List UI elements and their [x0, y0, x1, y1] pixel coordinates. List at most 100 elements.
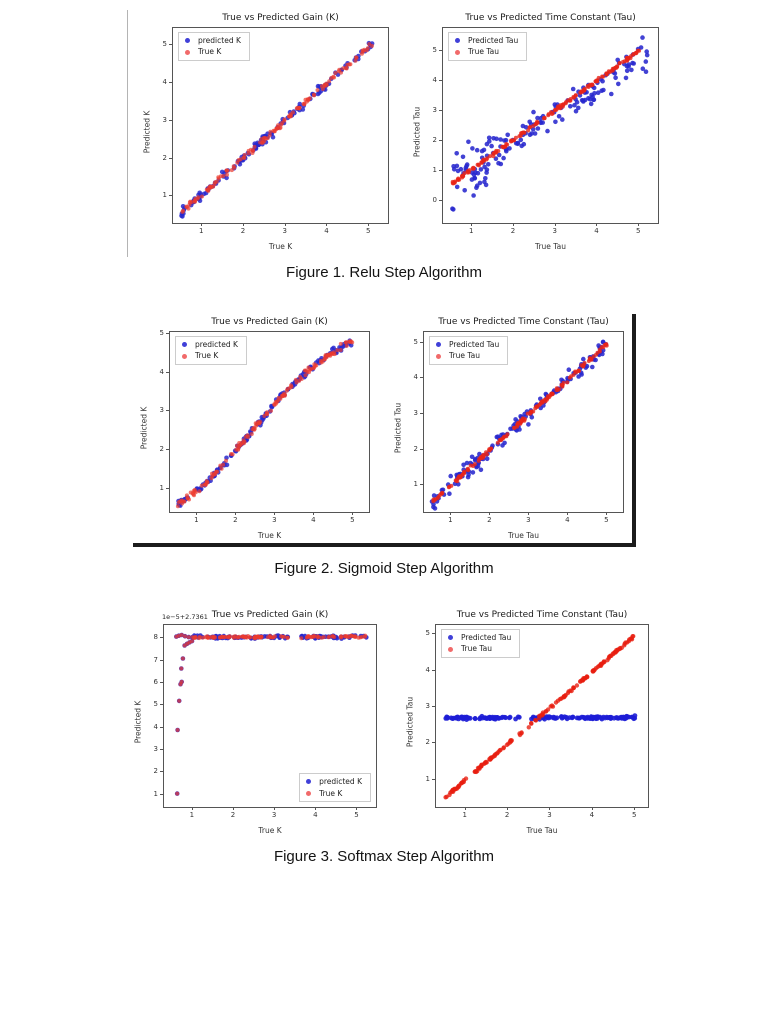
data-point — [644, 49, 649, 54]
tick-mark — [160, 749, 163, 751]
tick-mark — [169, 44, 172, 46]
data-point — [590, 669, 596, 674]
legend-marker-predicted-icon — [306, 779, 312, 785]
data-point — [471, 172, 477, 177]
tick-mark — [432, 669, 435, 671]
data-point — [219, 466, 224, 471]
data-point — [462, 470, 466, 475]
data-point — [181, 208, 186, 213]
tick-label: 5 — [635, 227, 641, 235]
data-point — [291, 110, 295, 115]
data-point — [297, 105, 302, 110]
data-point — [252, 426, 257, 431]
axes-area: Predicted Tau True Tau — [423, 331, 624, 513]
data-point — [553, 119, 558, 125]
tick-label: 1 — [198, 227, 204, 235]
legend-label: True Tau — [461, 644, 493, 654]
data-point — [190, 639, 194, 644]
data-point — [335, 348, 340, 353]
tick-label: 3 — [153, 745, 158, 754]
plot-title: True vs Predicted Gain (K) — [222, 13, 339, 23]
data-point — [570, 86, 576, 92]
data-point — [289, 383, 293, 388]
data-point — [518, 133, 523, 138]
data-point — [465, 467, 470, 472]
data-point — [345, 634, 350, 639]
tick-mark — [166, 449, 169, 451]
data-point — [484, 456, 490, 462]
data-point — [482, 760, 488, 766]
data-point — [498, 137, 503, 142]
data-point — [601, 74, 605, 79]
legend: predicted K True K — [175, 336, 247, 365]
plot-title: True vs Predicted Gain (K) — [211, 317, 328, 327]
tick-label: 6 — [153, 678, 158, 687]
data-point — [302, 368, 307, 373]
data-point — [508, 426, 513, 432]
tick-label: 1 — [153, 789, 158, 798]
data-point — [470, 146, 475, 151]
tick-label: 4 — [313, 811, 318, 819]
tick-mark — [439, 109, 442, 111]
data-point — [551, 715, 557, 721]
data-point — [224, 168, 229, 173]
data-point — [216, 175, 221, 180]
tick-label: 4 — [589, 811, 595, 819]
data-point — [326, 353, 331, 358]
data-point — [640, 66, 646, 71]
data-point — [467, 168, 472, 173]
data-point — [268, 635, 273, 640]
tick-mark — [196, 512, 198, 515]
data-point — [271, 635, 276, 640]
data-point — [219, 169, 225, 175]
data-point — [475, 463, 481, 469]
data-point — [268, 129, 273, 134]
tick-mark — [554, 223, 556, 226]
data-point — [258, 140, 263, 145]
tick-label: 3 — [271, 811, 277, 819]
tick-mark — [169, 81, 172, 83]
legend-marker-true-icon — [185, 49, 190, 55]
sigmoid-tau-plot: True vs Predicted Time Constant (Tau) Pr… — [387, 314, 629, 542]
data-point — [229, 168, 234, 173]
legend-label: True K — [198, 47, 222, 57]
data-point — [464, 460, 470, 466]
data-point — [486, 135, 492, 141]
data-point — [312, 93, 317, 98]
data-point — [314, 363, 319, 368]
data-point — [610, 651, 616, 656]
data-point — [450, 206, 455, 211]
data-point — [474, 183, 480, 188]
scatter-points — [175, 338, 355, 509]
tick-label: 3 — [282, 227, 287, 235]
data-point — [297, 378, 302, 383]
legend: Predicted Tau True Tau — [429, 336, 509, 365]
data-point — [589, 357, 594, 362]
data-point — [236, 635, 241, 640]
data-point — [449, 789, 454, 794]
data-point — [599, 716, 605, 722]
plot-title: True vs Predicted Time Constant (Tau) — [465, 13, 636, 23]
figure-2-sigmoid-image: True vs Predicted Gain (K) Predicted K p… — [133, 314, 636, 547]
legend-marker-predicted-icon — [185, 38, 190, 44]
data-point — [269, 408, 273, 413]
data-point — [579, 714, 585, 720]
figure-1-relu-image: True vs Predicted Gain (K) Predicted K p… — [127, 10, 668, 257]
data-point — [542, 116, 547, 121]
data-point — [318, 358, 323, 363]
legend-marker-predicted-icon — [455, 38, 460, 44]
data-point — [623, 640, 628, 645]
tick-label: 1 — [462, 811, 467, 819]
tick-label: 4 — [413, 373, 418, 382]
relu-tau-plot: True vs Predicted Time Constant (Tau) Pr… — [406, 10, 664, 253]
tick-label: 2 — [432, 135, 437, 144]
data-point — [257, 421, 262, 426]
data-point — [464, 717, 469, 722]
data-point — [209, 184, 214, 189]
data-point — [640, 35, 645, 40]
data-point — [462, 188, 467, 193]
data-point — [604, 343, 609, 348]
tick-mark — [420, 484, 423, 486]
data-point — [327, 79, 332, 84]
data-point — [431, 499, 436, 504]
